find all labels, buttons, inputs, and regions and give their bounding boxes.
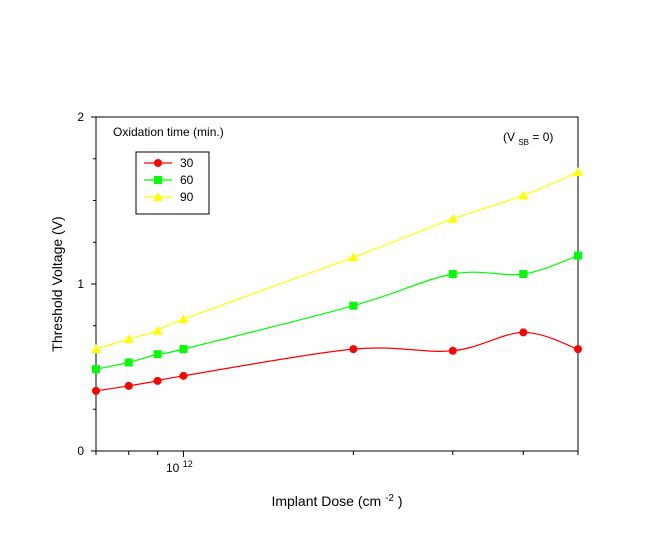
data-point-90 [518,190,529,200]
data-point-90 [152,325,163,335]
data-point-30 [92,386,100,395]
data-point-90 [91,344,101,354]
y-tick-label: 2 [77,110,84,124]
y-tick-label: 0 [77,444,84,458]
data-point-60 [153,350,162,359]
x-axis-label-exponent: -2 [385,493,394,504]
legend-marker-90 [153,192,163,201]
data-point-60 [179,345,188,354]
x-tick-exponent: 12 [183,459,193,469]
series-60 [92,251,582,374]
data-point-30 [574,345,582,354]
x-tick-label-1e12: 10 12 [166,459,193,475]
series-90 [91,167,583,354]
y-axis-label: Threshold Voltage (V) [49,216,65,351]
data-point-60 [519,269,528,278]
x-axis-label-text: Implant Dose (cm [271,493,381,509]
legend-box [135,151,210,215]
annotation-prefix: (V [503,130,515,144]
x-tick-base: 10 [166,461,180,475]
data-point-60 [448,269,457,278]
data-point-60 [124,358,133,367]
y-tick-label: 1 [77,277,84,291]
legend: 30 60 90 [144,156,194,204]
legend-label-90: 90 [180,190,194,204]
data-point-90 [447,213,458,223]
legend-label-30: 30 [180,156,194,170]
series-line-30 [95,331,579,392]
annotation-subscript: SB [518,138,529,147]
annotation-suffix: = 0) [532,130,553,144]
legend-marker-60 [154,176,162,184]
data-point-30 [349,345,358,354]
series-30 [92,328,582,395]
data-point-30 [124,381,133,390]
data-point-90 [348,252,359,262]
data-point-60 [349,301,358,310]
legend-label-60: 60 [180,173,194,187]
legend-marker-30 [154,159,162,167]
data-point-90 [178,314,189,324]
data-point-60 [92,365,100,374]
x-axis-label: Implant Dose (cm -2 ) [271,488,402,509]
data-point-90 [573,167,583,177]
x-axis-label-close: ) [398,493,403,509]
data-point-30 [179,371,188,380]
data-point-30 [448,346,457,355]
legend-title: Oxidation time (min.) [113,125,224,139]
series-line-90 [95,171,579,350]
data-point-30 [519,328,528,337]
data-point-90 [123,334,134,344]
data-point-30 [153,376,162,385]
data-point-60 [574,251,582,260]
series-line-60 [95,255,579,370]
annotation-vsb: (V SB = 0) [503,130,553,148]
